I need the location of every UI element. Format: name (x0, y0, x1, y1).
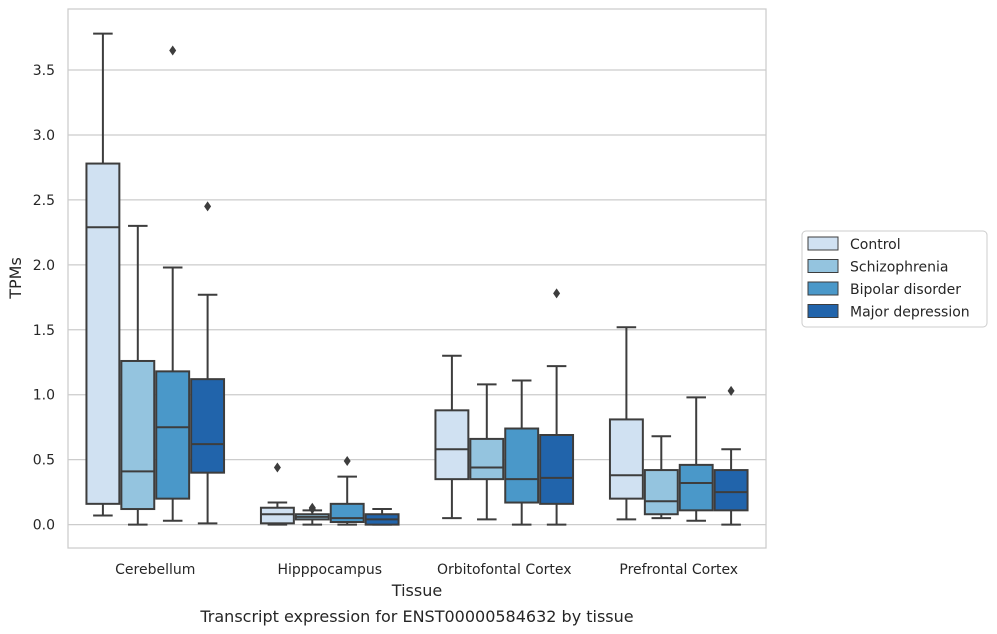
box-0-1 (120, 224, 156, 526)
box-iqr (85, 162, 121, 505)
legend-swatch-0 (807, 236, 839, 251)
y-tick-label-2: 1.0 (33, 388, 55, 404)
y-tick-label-1: 0.5 (33, 453, 55, 469)
box-1-2 (329, 455, 365, 526)
outlier-0 (727, 385, 735, 396)
box-3-1 (643, 435, 679, 520)
x-tick-label-2: Orbitofontal Cortex (437, 562, 572, 578)
legend-swatch-3 (807, 304, 839, 318)
y-axis-label: TPMs (6, 257, 25, 300)
box-iqr (155, 370, 191, 500)
y-tick-labels: 0.0 0.5 1.0 1.5 2.0 2.5 3.0 3.5 (33, 63, 55, 534)
box-2-1 (469, 383, 505, 521)
outlier-1 (308, 504, 316, 515)
chart-caption: Transcript expression for ENST0000058463… (199, 607, 633, 626)
legend-frame (801, 230, 988, 328)
legend: Control Schizophrenia Bipolar disorder Majo… (801, 230, 988, 328)
x-tick-label-1: Hipppocampus (277, 562, 382, 578)
x-axis-label: Tissue (391, 581, 442, 600)
box-iqr (504, 427, 540, 504)
box-iqr (539, 434, 575, 505)
box-iqr (713, 469, 749, 512)
box-1-1 (294, 502, 330, 526)
y-tick-label-7: 3.5 (33, 63, 55, 79)
box-iqr (643, 469, 679, 516)
legend-label-2: Bipolar disorder (850, 282, 961, 298)
outlier-0 (169, 45, 177, 56)
box-2-3 (539, 288, 575, 526)
box-iqr (329, 502, 365, 524)
box-0-0 (85, 32, 121, 517)
x-tick-label-3: Prefrontal Cortex (619, 562, 738, 578)
y-tick-label-5: 2.5 (33, 193, 55, 209)
x-tick-labels: Cerebellum Hipppocampus Orbitofontal Corte… (115, 562, 738, 578)
box-0-3 (190, 201, 226, 525)
box-2-0 (434, 354, 470, 520)
box-2-2 (504, 379, 540, 526)
box-iqr (608, 418, 644, 500)
legend-label-3: Major depression (850, 305, 970, 321)
box-0-2 (155, 45, 191, 522)
y-tick-label-3: 1.5 (33, 323, 55, 339)
x-tick-label-0: Cerebellum (115, 562, 195, 578)
y-tick-label-6: 3.0 (33, 128, 55, 144)
outlier-0 (273, 462, 281, 473)
outlier-0 (204, 201, 212, 212)
box-series (85, 32, 749, 526)
box-iqr (469, 437, 505, 481)
box-1-3 (364, 508, 400, 526)
box-iqr (120, 359, 156, 511)
box-3-3 (713, 385, 749, 526)
y-tick-label-4: 2.0 (33, 258, 55, 274)
box-1-0 (259, 462, 295, 526)
box-iqr (259, 506, 295, 525)
legend-label-1: Schizophrenia (850, 260, 948, 276)
outlier-0 (343, 455, 351, 466)
box-iqr (190, 378, 226, 474)
box-3-2 (678, 396, 714, 522)
legend-label-0: Control (850, 237, 901, 253)
box-iqr (678, 463, 714, 512)
legend-swatch-1 (807, 259, 839, 273)
y-tick-label-0: 0.0 (33, 518, 55, 534)
outlier-0 (553, 288, 561, 299)
legend-swatch-2 (807, 281, 839, 296)
box-iqr (434, 409, 470, 481)
box-3-0 (608, 326, 644, 521)
